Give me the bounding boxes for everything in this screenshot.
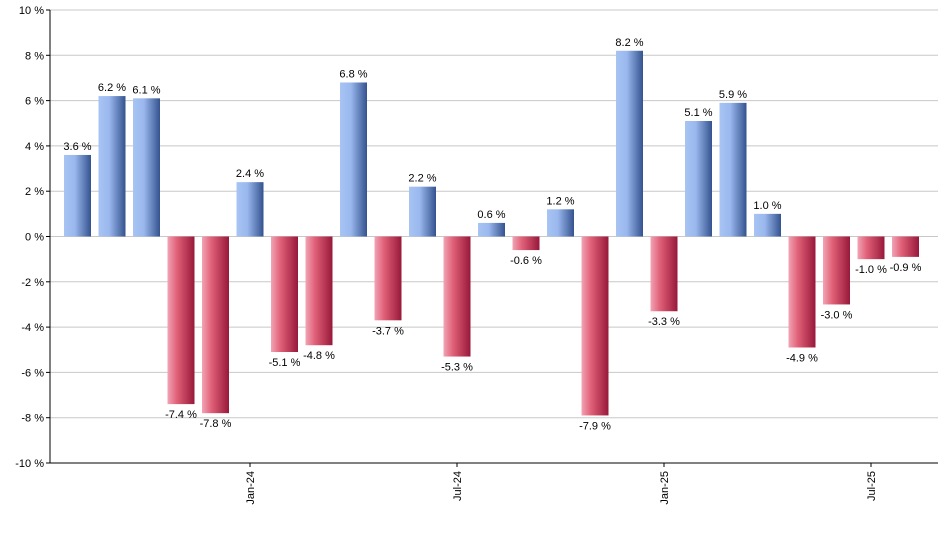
bar-negative [512,236,540,251]
bar-negative [443,236,471,357]
data-label: -0.6 % [510,255,542,267]
data-label: 3.6 % [63,141,91,153]
bar-positive [719,102,747,237]
bar-negative [271,236,298,353]
bar-negative [650,236,678,312]
bar-negative [823,236,850,305]
bar-positive [409,186,436,237]
data-label: -7.8 % [200,418,232,430]
data-label: 6.2 % [98,82,126,94]
axes: 10 % 8 % 6 % 4 % 2 % 0 % -2 % -4 % -6 % -8 % -10 %… [15,5,938,505]
x-tick-label: Jan-25 [659,471,671,505]
data-label: 1.0 % [753,200,781,212]
data-label: 6.8 % [339,68,367,80]
bar-positive [685,120,712,237]
data-label: -4.8 % [303,350,335,362]
bar-negative [167,236,195,405]
y-tick-label: -10 % [15,458,44,470]
y-tick-label: 8 % [25,50,44,62]
data-label: -3.3 % [648,316,680,328]
data-label: -1.0 % [855,264,887,276]
data-label: 2.2 % [408,173,436,185]
y-tick-label: 6 % [25,96,44,108]
bar-positive [478,222,505,237]
bar-negative [581,236,609,416]
bar-negative [305,236,333,346]
x-tick-label: Jul-25 [866,471,878,501]
bar-positive [64,154,91,237]
y-tick-label: -2 % [21,277,44,289]
y-tick-label: 4 % [25,141,44,153]
bar-negative [788,236,816,348]
y-tick-label: 10 % [19,5,44,17]
x-tick-label: Jul-24 [452,471,464,501]
data-labels: 3.6 %6.2 % 6.1 %-7.4 %-7.8 %2.4 %-5.1 %-4… [63,37,921,433]
data-label: -4.9 % [786,352,818,364]
bar-positive [340,82,367,237]
data-label: -3.7 % [372,325,404,337]
bar-positive [616,50,643,237]
bar-positive [133,98,160,237]
data-label: -5.3 % [441,362,473,374]
bar-negative [374,236,402,321]
data-label: 6.1 % [132,84,160,96]
bar-negative [857,236,885,260]
data-label: 1.2 % [546,195,574,207]
data-label: -5.1 % [269,357,301,369]
bar-positive [236,182,264,237]
y-tick-label: -8 % [21,413,44,425]
data-label: -7.9 % [579,420,611,432]
data-label: 2.4 % [236,168,264,180]
data-label: 0.6 % [477,209,505,221]
bar-positive [754,213,781,237]
data-label: 5.9 % [719,89,747,101]
y-tick-label: 0 % [25,232,44,244]
y-tick-label: -4 % [21,322,44,334]
bar-positive [547,209,574,237]
data-label: -0.9 % [890,262,922,274]
bar-positive [98,96,126,237]
y-tick-label: -6 % [21,367,44,379]
data-label: 8.2 % [615,37,643,49]
data-label: -7.4 % [165,409,197,421]
data-label: 5.1 % [684,107,712,119]
x-tick-label: Jan-24 [245,471,257,505]
bar-negative [892,236,919,257]
data-label: -3.0 % [821,309,853,321]
y-tick-label: 2 % [25,186,44,198]
bar-negative [202,236,229,414]
bars [64,50,919,416]
